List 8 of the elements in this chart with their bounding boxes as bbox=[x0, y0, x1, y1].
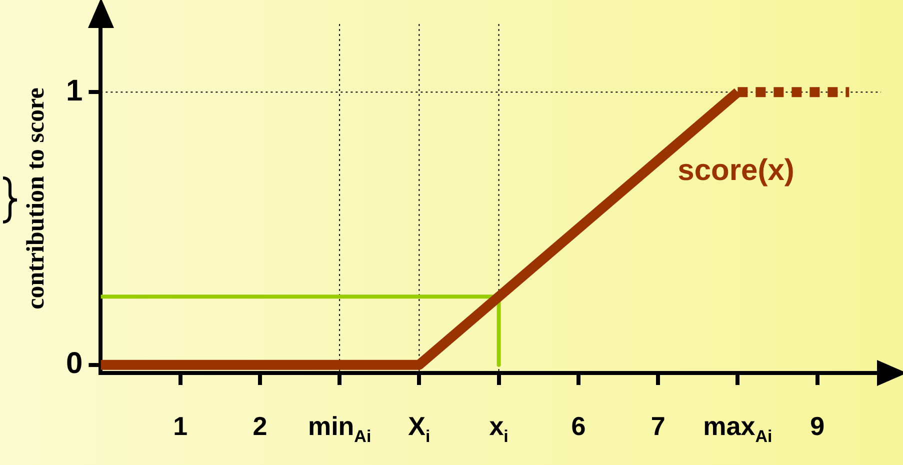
x-tick-label: 2 bbox=[252, 411, 268, 441]
y-tick-label: 0 bbox=[66, 347, 83, 380]
x-tick-label: 1 bbox=[173, 411, 188, 441]
x-tick-label: 7 bbox=[650, 411, 666, 441]
series-label: score(x) bbox=[678, 154, 794, 188]
y-axis-title: contribution to score bbox=[22, 88, 50, 310]
x-tick-label: 9 bbox=[810, 411, 825, 441]
x-tick-label: 6 bbox=[571, 411, 586, 441]
